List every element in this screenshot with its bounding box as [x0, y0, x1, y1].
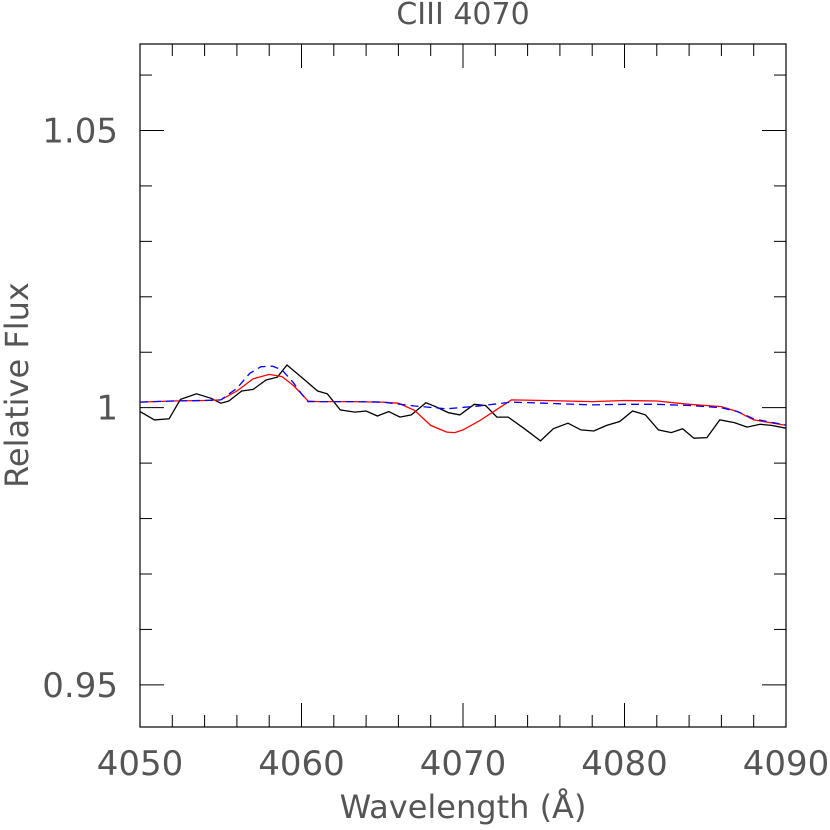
series-line-2	[139, 373, 787, 434]
plot-frame	[139, 43, 787, 728]
x-axis-label: Wavelength (Å)	[340, 788, 587, 826]
series-line-3	[139, 365, 787, 426]
x-tick-label: 4050	[97, 744, 184, 784]
chart-title: CIII 4070	[396, 0, 529, 32]
axis-ticks	[139, 44, 787, 727]
series-layer	[139, 364, 787, 442]
x-tick-label: 4080	[581, 744, 668, 784]
x-tick-label: 4090	[743, 744, 830, 784]
y-tick-label: 0.95	[42, 666, 118, 706]
x-tick-label: 4070	[420, 744, 507, 784]
y-tick-label: 1	[96, 389, 118, 429]
series-line-1	[139, 364, 787, 442]
x-tick-label: 4060	[258, 744, 345, 784]
tick-labels: 4050 4060 4070 4080 4090 0.95 1 1.05	[42, 111, 829, 784]
y-tick-label: 1.05	[42, 111, 118, 151]
y-axis-label: Relative Flux	[0, 282, 36, 488]
